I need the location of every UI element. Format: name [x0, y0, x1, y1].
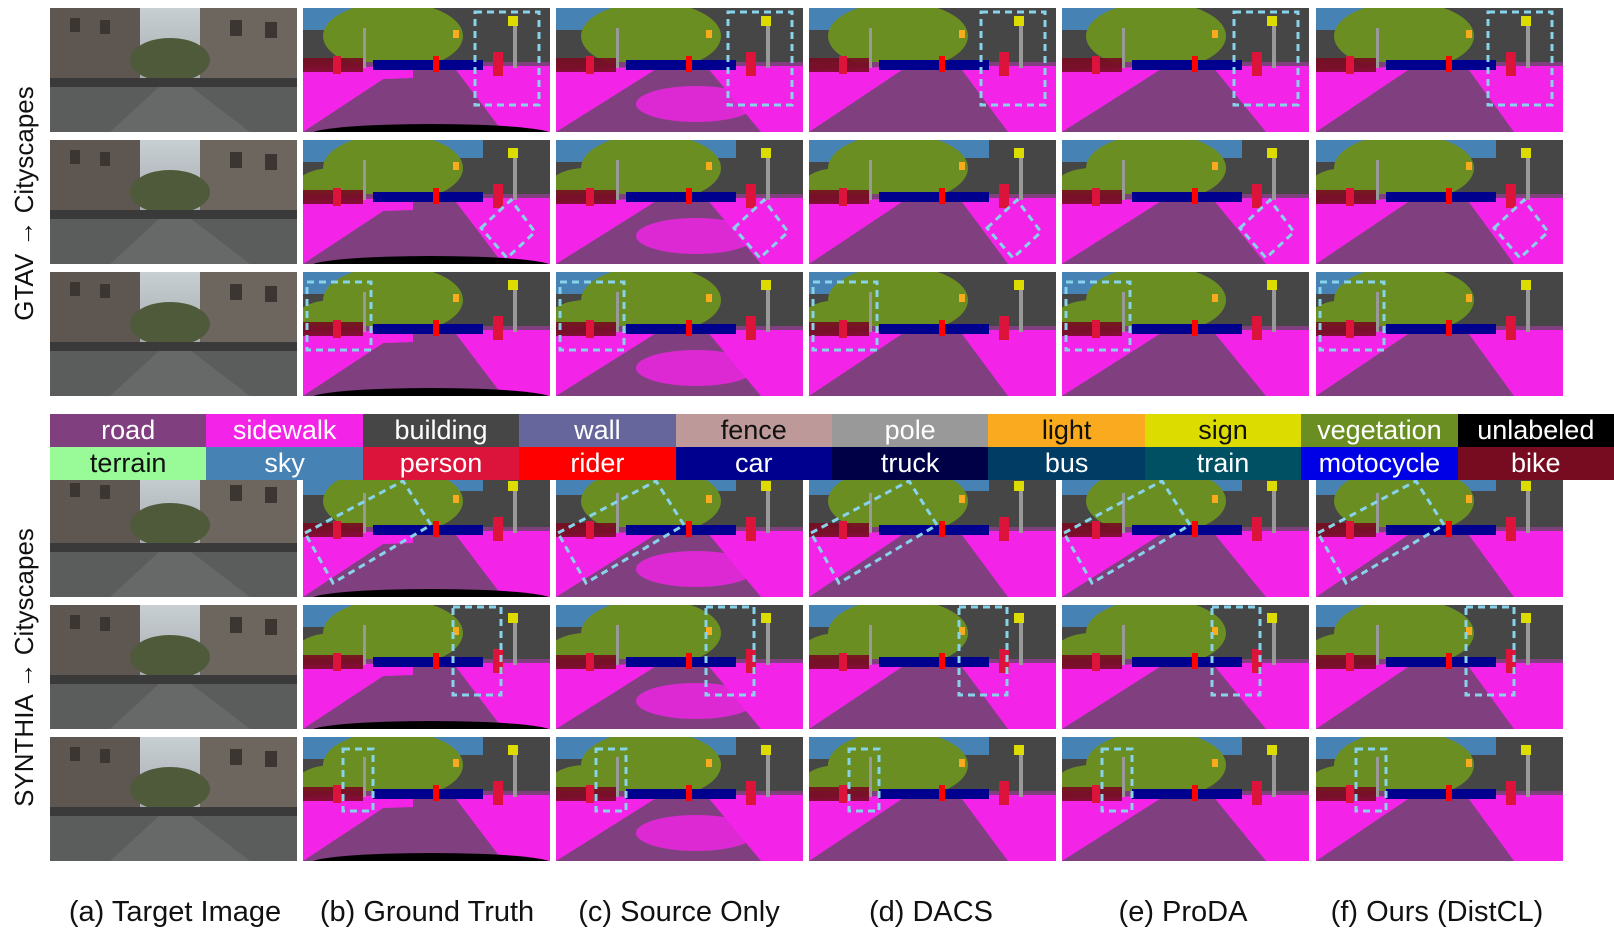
segmentation-map — [1062, 605, 1309, 729]
legend-item-rider: rider — [519, 447, 676, 480]
highlight-box — [984, 197, 1044, 261]
highlight-box — [473, 10, 541, 107]
column-caption: (f) Ours (DistCL) — [1330, 896, 1544, 928]
segmentation-map — [556, 8, 803, 132]
segmentation-map — [556, 737, 803, 861]
highlight-box — [1316, 479, 1447, 586]
highlight-box — [1354, 747, 1388, 813]
legend-item-person: person — [362, 447, 520, 480]
target-image — [50, 272, 297, 396]
highlight-box — [1464, 605, 1516, 697]
legend-item-fence: fence — [675, 414, 832, 447]
segmentation-map — [1316, 605, 1563, 729]
segmentation-map — [1316, 140, 1563, 264]
legend-item-car: car — [675, 447, 832, 480]
highlight-box — [704, 605, 756, 697]
segmentation-map — [1062, 8, 1309, 132]
domain-label-synthia: SYNTHIA → Cityscapes — [0, 472, 48, 862]
domain-label-synthia-text: SYNTHIA → Cityscapes — [8, 527, 39, 807]
highlight-box — [726, 10, 794, 107]
segmentation-map — [556, 140, 803, 264]
segmentation-map — [809, 737, 1056, 861]
segmentation-map — [303, 140, 550, 264]
target-image — [50, 140, 297, 264]
highlight-box — [341, 747, 375, 813]
segmentation-map — [303, 272, 550, 396]
legend-item-sky: sky — [206, 447, 363, 480]
legend-item-pole: pole — [831, 414, 989, 447]
segmentation-map — [809, 605, 1056, 729]
highlight-box — [594, 747, 628, 813]
legend-item-vegetation: vegetation — [1301, 414, 1458, 447]
highlight-box — [809, 479, 940, 586]
column-caption: (a) Target Image — [68, 896, 282, 928]
segmentation-map — [1316, 737, 1563, 861]
segmentation-map — [1062, 140, 1309, 264]
segmentation-map — [303, 737, 550, 861]
segmentation-map — [1316, 272, 1563, 396]
column-caption: (d) DACS — [868, 896, 994, 928]
column-caption: (b) Ground Truth — [319, 896, 535, 928]
legend-item-train: train — [1144, 447, 1302, 480]
highlight-box — [811, 280, 879, 352]
segmentation-map — [1316, 8, 1563, 132]
segmentation-map — [809, 473, 1056, 597]
highlight-box — [957, 605, 1009, 697]
highlight-box — [305, 280, 373, 352]
class-legend: road sidewalk building wall fence pole light si… — [50, 414, 1614, 480]
legend-item-sign: sign — [1144, 414, 1302, 447]
legend-item-unlabeled: unlabeled — [1457, 414, 1614, 447]
legend-item-building: building — [362, 414, 520, 447]
segmentation-map — [303, 605, 550, 729]
segmentation-map — [556, 473, 803, 597]
highlight-box — [451, 605, 503, 697]
highlight-box — [1210, 605, 1262, 697]
highlight-box — [1486, 10, 1554, 107]
target-image — [50, 605, 297, 729]
highlight-box — [1318, 280, 1386, 352]
target-image — [50, 8, 297, 132]
legend-item-bus: bus — [988, 447, 1145, 480]
highlight-box — [1491, 197, 1551, 261]
segmentation-map — [556, 605, 803, 729]
legend-item-sidewalk: sidewalk — [206, 414, 363, 447]
highlight-box — [847, 747, 881, 813]
legend-item-light: light — [988, 414, 1145, 447]
segmentation-map — [1062, 272, 1309, 396]
segmentation-map — [809, 8, 1056, 132]
target-image — [50, 737, 297, 861]
segmentation-map — [303, 8, 550, 132]
highlight-box — [1237, 197, 1297, 261]
legend-item-bike: bike — [1457, 447, 1614, 480]
legend-item-wall: wall — [519, 414, 676, 447]
segmentation-map — [809, 272, 1056, 396]
highlight-box — [1062, 479, 1193, 586]
highlight-box — [478, 197, 538, 261]
legend-item-road: road — [50, 414, 207, 447]
highlight-box — [1232, 10, 1300, 107]
legend-item-motocycle: motocycle — [1301, 447, 1458, 480]
legend-item-truck: truck — [831, 447, 989, 480]
highlight-box — [556, 479, 687, 586]
domain-label-gtav-text: GTAV → Cityscapes — [8, 85, 39, 321]
segmentation-map — [303, 473, 550, 597]
highlight-box — [1100, 747, 1134, 813]
segmentation-map — [809, 140, 1056, 264]
target-image — [50, 473, 297, 597]
highlight-box — [1064, 280, 1132, 352]
highlight-box — [979, 10, 1047, 107]
highlight-box — [731, 197, 791, 261]
legend-item-terrain: terrain — [50, 447, 207, 480]
domain-label-gtav: GTAV → Cityscapes — [0, 8, 48, 398]
column-caption: (e) ProDA — [1118, 896, 1248, 928]
segmentation-map — [1062, 473, 1309, 597]
segmentation-map — [556, 272, 803, 396]
segmentation-map — [1062, 737, 1309, 861]
highlight-box — [558, 280, 626, 352]
segmentation-map — [1316, 473, 1563, 597]
column-captions: (a) Target Image (b) Ground Truth (c) Sour… — [50, 896, 1614, 940]
column-caption: (c) Source Only — [578, 896, 780, 928]
highlight-box — [303, 479, 434, 586]
